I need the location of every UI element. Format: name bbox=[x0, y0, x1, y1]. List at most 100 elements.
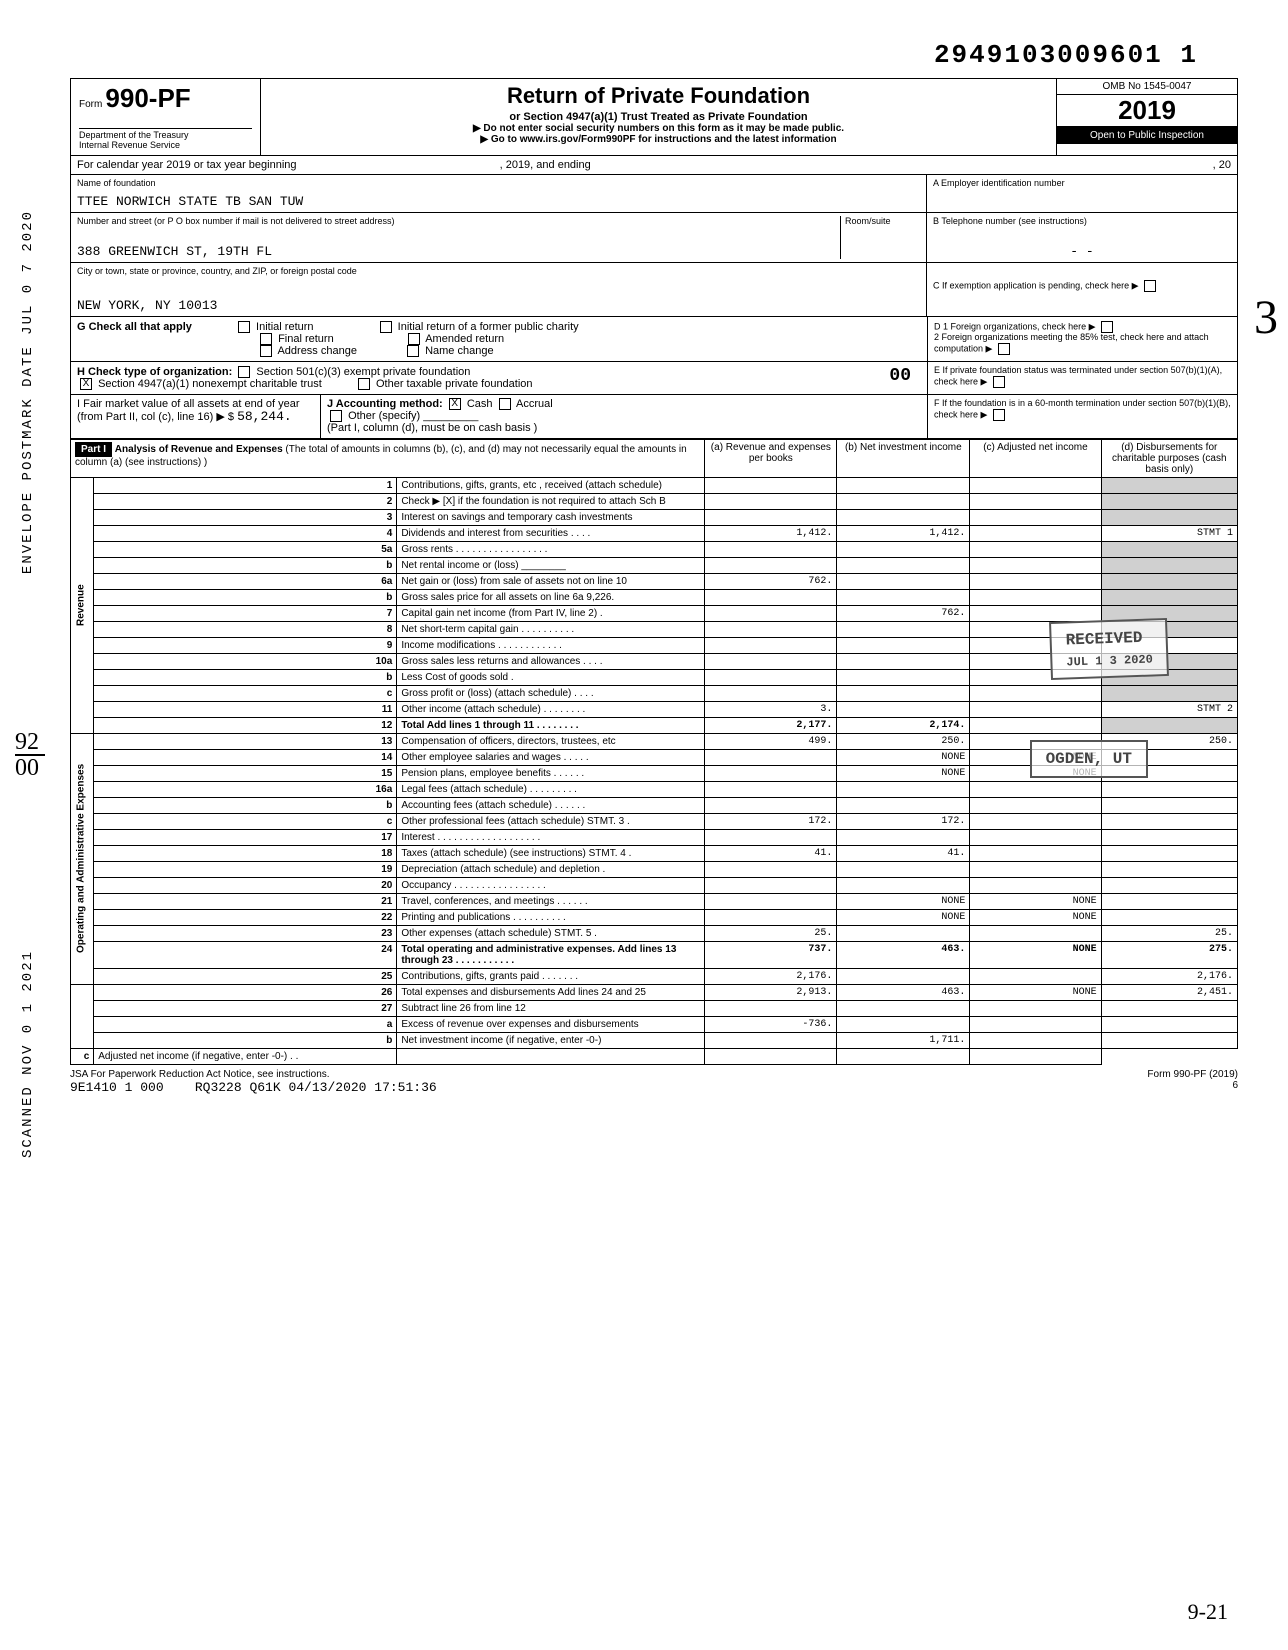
col-d-value: STMT 2 bbox=[1101, 701, 1237, 717]
table-row: 21Travel, conferences, and meetings . . … bbox=[71, 893, 1238, 909]
g-initial-checkbox[interactable] bbox=[238, 321, 250, 333]
col-d-value: 2,451. bbox=[1101, 984, 1237, 1000]
d2-checkbox[interactable] bbox=[998, 343, 1010, 355]
row-desc: Total Add lines 1 through 11 . . . . . .… bbox=[397, 717, 705, 733]
table-row: bNet investment income (if negative, ent… bbox=[71, 1032, 1238, 1048]
e-checkbox[interactable] bbox=[993, 376, 1005, 388]
row-number: 22 bbox=[94, 909, 397, 925]
col-c-value bbox=[970, 829, 1101, 845]
row-desc: Less Cost of goods sold . bbox=[397, 669, 705, 685]
col-d-header: (d) Disbursements for charitable purpose… bbox=[1101, 439, 1237, 477]
row-desc: Other employee salaries and wages . . . … bbox=[397, 749, 705, 765]
row-number: 14 bbox=[94, 749, 397, 765]
footer-left: JSA For Paperwork Reduction Act Notice, … bbox=[70, 1069, 330, 1080]
document-number: 2949103009601 1 bbox=[70, 40, 1238, 70]
page-footer: JSA For Paperwork Reduction Act Notice, … bbox=[70, 1069, 1238, 1095]
table-row: 20Occupancy . . . . . . . . . . . . . . … bbox=[71, 877, 1238, 893]
g-former-checkbox[interactable] bbox=[380, 321, 392, 333]
row-number: 3 bbox=[94, 509, 397, 525]
row-number: 10a bbox=[94, 653, 397, 669]
col-b-value bbox=[837, 477, 970, 493]
col-a-value: 762. bbox=[705, 573, 837, 589]
col-c-value: NONE bbox=[970, 941, 1101, 968]
col-b-value bbox=[837, 925, 970, 941]
j-other-checkbox[interactable] bbox=[330, 410, 342, 422]
i-value: 58,244. bbox=[237, 409, 292, 424]
j-accrual-checkbox[interactable] bbox=[499, 398, 511, 410]
g-final-checkbox[interactable] bbox=[260, 333, 272, 345]
col-d-value bbox=[1101, 509, 1237, 525]
j-other: Other (specify) bbox=[348, 410, 420, 422]
col-c-header: (c) Adjusted net income bbox=[970, 439, 1101, 477]
col-d-value bbox=[1101, 493, 1237, 509]
g-opt0: Initial return bbox=[256, 321, 313, 333]
footer-right: Form 990-PF (2019) bbox=[1147, 1069, 1238, 1080]
row-desc: Gross sales price for all assets on line… bbox=[397, 589, 705, 605]
g-namechg-checkbox[interactable] bbox=[407, 345, 419, 357]
table-row: 19Depreciation (attach schedule) and dep… bbox=[71, 861, 1238, 877]
col-c-value bbox=[970, 781, 1101, 797]
col-a-value bbox=[397, 1048, 705, 1064]
form-title: Return of Private Foundation bbox=[265, 83, 1052, 109]
row-desc: Gross profit or (loss) (attach schedule)… bbox=[397, 685, 705, 701]
row-desc: Gross rents . . . . . . . . . . . . . . … bbox=[397, 541, 705, 557]
col-b-value: NONE bbox=[837, 909, 970, 925]
col-b-value bbox=[837, 509, 970, 525]
g-address-checkbox[interactable] bbox=[260, 345, 272, 357]
row-number: 8 bbox=[94, 621, 397, 637]
col-b-value bbox=[837, 493, 970, 509]
table-row: 3Interest on savings and temporary cash … bbox=[71, 509, 1238, 525]
table-row: 11Other income (attach schedule) . . . .… bbox=[71, 701, 1238, 717]
col-c-value bbox=[970, 925, 1101, 941]
section-h-e-row: H Check type of organization: Section 50… bbox=[70, 362, 1238, 395]
col-d-value bbox=[1101, 797, 1237, 813]
row-desc: Travel, conferences, and meetings . . . … bbox=[397, 893, 705, 909]
row-number: 25 bbox=[94, 968, 397, 984]
col-c-value bbox=[970, 589, 1101, 605]
frac-bot: 00 bbox=[15, 756, 45, 780]
col-a-value bbox=[705, 637, 837, 653]
col-a-value bbox=[705, 653, 837, 669]
col-a-value bbox=[705, 1000, 837, 1016]
col-b-value bbox=[837, 877, 970, 893]
name-label: Name of foundation bbox=[77, 178, 920, 188]
f-checkbox[interactable] bbox=[993, 409, 1005, 421]
h-4947-checkbox[interactable]: X bbox=[80, 378, 92, 390]
address-phone-row: Number and street (or P O box number if … bbox=[70, 213, 1238, 263]
row-number: 2 bbox=[94, 493, 397, 509]
col-b-value bbox=[837, 829, 970, 845]
row-number: 17 bbox=[94, 829, 397, 845]
row-number: 21 bbox=[94, 893, 397, 909]
col-d-value bbox=[1101, 845, 1237, 861]
col-d-value: STMT 1 bbox=[1101, 525, 1237, 541]
row-desc: Dividends and interest from securities .… bbox=[397, 525, 705, 541]
col-a-value bbox=[705, 589, 837, 605]
h-label: H Check type of organization: bbox=[77, 366, 232, 378]
row-number: a bbox=[94, 1016, 397, 1032]
col-c-value bbox=[970, 509, 1101, 525]
part1-title: Analysis of Revenue and Expenses bbox=[115, 444, 283, 455]
j-cash-checkbox[interactable]: X bbox=[449, 398, 461, 410]
col-c-value bbox=[970, 1032, 1101, 1048]
c-checkbox[interactable] bbox=[1144, 280, 1156, 292]
col-b-value bbox=[837, 1016, 970, 1032]
col-b-value bbox=[837, 685, 970, 701]
form-header: Form 990-PF Department of the Treasury I… bbox=[70, 78, 1238, 156]
form-subtitle2: ▶ Do not enter social security numbers o… bbox=[265, 123, 1052, 134]
col-a-value: 3. bbox=[705, 701, 837, 717]
h-other-checkbox[interactable] bbox=[358, 378, 370, 390]
col-b-value bbox=[837, 653, 970, 669]
fraction-mark: 92 00 bbox=[15, 730, 45, 780]
g-amended-checkbox[interactable] bbox=[408, 333, 420, 345]
col-b-value bbox=[837, 701, 970, 717]
row-desc: Interest on savings and temporary cash i… bbox=[397, 509, 705, 525]
col-a-value: 25. bbox=[705, 925, 837, 941]
h-501c3-checkbox[interactable] bbox=[238, 366, 250, 378]
g-opt4: Amended return bbox=[425, 333, 504, 345]
col-c-value bbox=[970, 813, 1101, 829]
col-c-value: NONE bbox=[970, 893, 1101, 909]
col-b-value: 463. bbox=[837, 941, 970, 968]
stamp-received-text: RECEIVED bbox=[1065, 629, 1152, 650]
col-b-value: NONE bbox=[837, 765, 970, 781]
col-b-value bbox=[837, 781, 970, 797]
